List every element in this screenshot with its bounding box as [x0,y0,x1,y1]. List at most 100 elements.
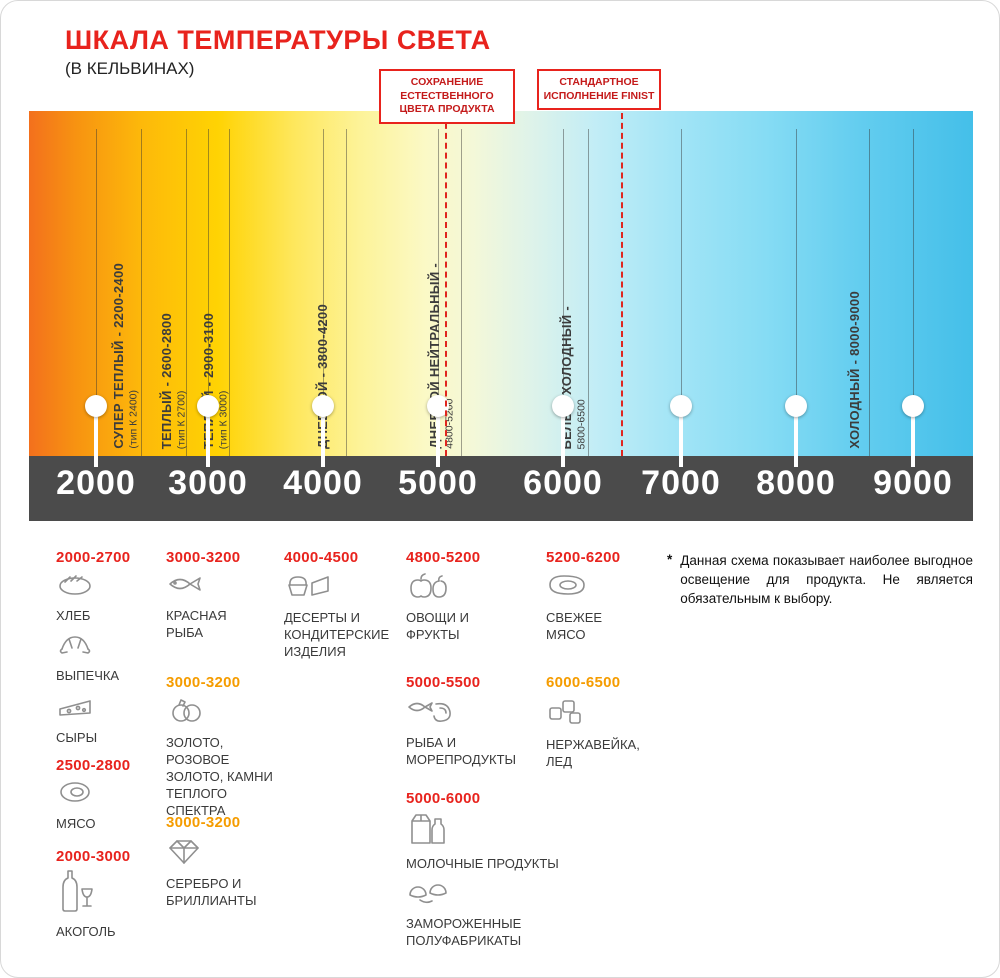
footnote-asterisk: * [667,552,673,567]
zone-line [461,129,462,456]
range-header: 5000-6000 [406,790,481,807]
product-item-red-fish: КРАСНАЯ РЫБА [166,571,256,642]
steak-icon [546,571,626,604]
apple-pepper-icon [406,571,484,604]
product-label: ЗОЛОТО, РОЗОВОЕ ЗОЛОТО, КАМНИ ТЕПЛОГО СП… [166,735,273,818]
product-item-desserts: ДЕСЕРТЫ И КОНДИТЕРСКИЕ ИЗДЕЛИЯ [284,571,399,661]
product-label: РЫБА И МОРЕПРОДУКТЫ [406,735,517,767]
page-subtitle: (В КЕЛЬВИНАХ) [65,59,195,78]
product-label: ЗАМОРОЖЕННЫЕ ПОЛУФАБРИКАТЫ [406,916,522,948]
zone-line [141,129,142,456]
pin-dot [670,395,692,417]
pin-stem [561,413,565,467]
tick-5000: 5000 [398,464,478,502]
zone-line [588,129,589,456]
tick-3000: 3000 [168,464,248,502]
product-item-steel-ice: НЕРЖАВЕЙКА, ЛЕД [546,696,656,771]
zone-line [229,129,230,456]
pin-dot [85,395,107,417]
callout-natural-color: СОХРАНЕНИЕ ЕСТЕСТВЕННОГО ЦВЕТА ПРОДУКТА [379,69,515,124]
marker-line-4000 [323,129,324,395]
range-header: 2000-3000 [56,848,131,865]
diamond-icon [166,837,266,870]
zone-label-neutral-daylight: ДНЕВНОЙ НЕЙТРАЛЬНЫЙ - 4800-5200 [427,263,456,449]
pin-dot [785,395,807,417]
product-item-gold: ЗОЛОТО, РОЗОВОЕ ЗОЛОТО, КАМНИ ТЕПЛОГО СП… [166,696,284,819]
callout-line-natural-color [445,113,447,456]
pin-stem [679,413,683,467]
fish-icon [166,571,256,602]
pin-stem [436,413,440,467]
range-header: 4800-5200 [406,549,481,566]
range-header: 5000-5500 [406,674,481,691]
range-header: 3000-3200 [166,674,241,691]
pin-stem [321,413,325,467]
kelvin-bar: 2000 3000 4000 5000 6000 7000 8000 9000 [29,456,973,521]
marker-line-6000 [563,129,564,395]
range-header: 3000-3200 [166,814,241,831]
product-item-fresh-meat: СВЕЖЕЕ МЯСО [546,571,626,644]
tick-4000: 4000 [283,464,363,502]
product-label: КРАСНАЯ РЫБА [166,608,227,640]
range-header: 2000-2700 [56,549,131,566]
zone-line [186,129,187,456]
pin-stem [206,413,210,467]
footnote-text: Данная схема показывает наиболее выгодно… [680,553,973,606]
zone-label-cold: ХОЛОДНЫЙ - 8000-9000 [847,291,862,449]
product-item-dairy: МОЛОЧНЫЕ ПРОДУКТЫ [406,811,586,873]
range-header: 4000-4500 [284,549,359,566]
page-title: ШКАЛА ТЕМПЕРАТУРЫ СВЕТА [65,25,491,55]
bread-icon [56,571,156,602]
meat-icon [56,779,156,810]
tick-9000: 9000 [873,464,953,502]
pin-stem [911,413,915,467]
product-label: СВЕЖЕЕ МЯСО [546,610,603,642]
pin-dot [197,395,219,417]
callout-line-standard-finist [621,113,623,456]
marker-line-5000 [438,129,439,395]
marker-line-9000 [913,129,914,395]
tick-2000: 2000 [56,464,136,502]
zone-line [869,129,870,456]
footnote: * Данная схема показывает наиболее выгод… [667,552,973,609]
pin-stem [794,413,798,467]
temperature-scale: СУПЕР ТЕПЛЫЙ - 2200-2400 (тип К 2400) ТЕ… [29,111,973,521]
milk-carton-icon [406,811,586,850]
zone-label-super-warm: СУПЕР ТЕПЛЫЙ - 2200-2400 (тип К 2400) [111,263,140,449]
tick-8000: 8000 [756,464,836,502]
marker-line-2000 [96,129,97,395]
product-item-frozen: ЗАМОРОЖЕННЫЕ ПОЛУФАБРИКАТЫ [406,879,556,950]
product-label: МОЛОЧНЫЕ ПРОДУКТЫ [406,856,559,871]
callout-standard-finist: СТАНДАРТНОЕ ИСПОЛНЕНИЕ FINIST [537,69,661,111]
rings-icon [166,696,284,729]
frozen-dumplings-icon [406,879,556,910]
product-label: НЕРЖАВЕЙКА, ЛЕД [546,737,640,769]
pin-dot [427,395,449,417]
product-label: МЯСО [56,816,96,831]
tick-6000: 6000 [523,464,603,502]
pin-dot [552,395,574,417]
product-item-pastry: ВЫПЕЧКА [56,631,156,685]
zone-line [346,129,347,456]
tick-7000: 7000 [641,464,721,502]
product-label: ВЫПЕЧКА [56,668,120,683]
product-label: СЫРЫ [56,730,98,745]
zone-label-warm-2700: ТЕПЛЫЙ - 2600-2800 (тип К 2700) [159,312,188,449]
product-item-alcohol: АКОГОЛЬ [56,869,156,941]
ice-cubes-icon [546,696,656,731]
product-label: ДЕСЕРТЫ И КОНДИТЕРСКИЕ ИЗДЕЛИЯ [284,610,390,659]
wine-bottle-icon [56,869,156,918]
range-header: 3000-3200 [166,549,241,566]
product-label: ХЛЕБ [56,608,91,623]
pin-dot [312,395,334,417]
product-item-bread: ХЛЕБ [56,571,156,625]
product-label: СЕРЕБРО И БРИЛЛИАНТЫ [166,876,257,908]
range-header: 6000-6500 [546,674,621,691]
fish-seafood-icon [406,696,516,729]
product-item-seafood: РЫБА И МОРЕПРОДУКТЫ [406,696,516,769]
range-header: 2500-2800 [56,757,131,774]
cupcake-cake-icon [284,571,399,604]
croissant-icon [56,631,156,662]
product-label: АКОГОЛЬ [56,924,116,939]
